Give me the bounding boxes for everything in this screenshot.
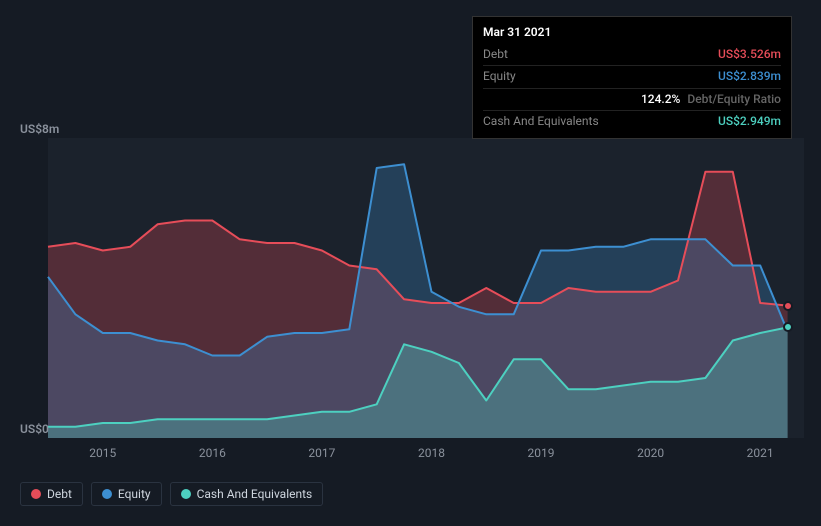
tooltip-row-value: US$2.949m [718, 112, 781, 131]
tooltip-row: Debt US$3.526m [483, 44, 781, 65]
endpoint-dot [783, 322, 793, 332]
x-tick-2020: 2020 [637, 446, 664, 460]
tooltip-row: Cash And Equivalents US$2.949m [483, 110, 781, 132]
legend-item[interactable]: Cash And Equivalents [170, 482, 324, 506]
tooltip-row-label: Debt [483, 45, 508, 64]
y-axis-min-label: US$0 [20, 422, 49, 436]
tooltip-row-label: Cash And Equivalents [483, 112, 599, 131]
legend-item[interactable]: Equity [91, 482, 162, 506]
tooltip-row-value: US$2.839m [718, 67, 781, 86]
x-tick-2016: 2016 [199, 446, 226, 460]
legend-label: Equity [118, 487, 151, 501]
legend-item[interactable]: Debt [20, 482, 83, 506]
tooltip-row-value: 124.2% Debt/Equity Ratio [641, 90, 781, 109]
y-axis-max-label: US$8m [20, 122, 59, 136]
x-tick-2018: 2018 [418, 446, 445, 460]
legend-swatch [181, 489, 191, 499]
x-tick-2019: 2019 [528, 446, 555, 460]
legend: Debt Equity Cash And Equivalents [20, 482, 323, 506]
tooltip-row-value: US$3.526m [718, 45, 781, 64]
legend-label: Cash And Equivalents [197, 487, 313, 501]
x-tick-2021: 2021 [747, 446, 774, 460]
x-tick-2015: 2015 [89, 446, 116, 460]
tooltip-row-label: Equity [483, 67, 516, 86]
x-tick-2017: 2017 [308, 446, 335, 460]
tooltip-date: Mar 31 2021 [483, 23, 781, 42]
legend-swatch [102, 489, 112, 499]
legend-swatch [31, 489, 41, 499]
tooltip: Mar 31 2021 Debt US$3.526m Equity US$2.839m… [472, 16, 792, 139]
tooltip-row-suffix: Debt/Equity Ratio [684, 92, 781, 106]
chart-plot-area [48, 138, 804, 438]
endpoint-dot [783, 301, 793, 311]
legend-label: Debt [47, 487, 72, 501]
tooltip-row: 124.2% Debt/Equity Ratio [483, 88, 781, 110]
tooltip-row: Equity US$2.839m [483, 65, 781, 87]
